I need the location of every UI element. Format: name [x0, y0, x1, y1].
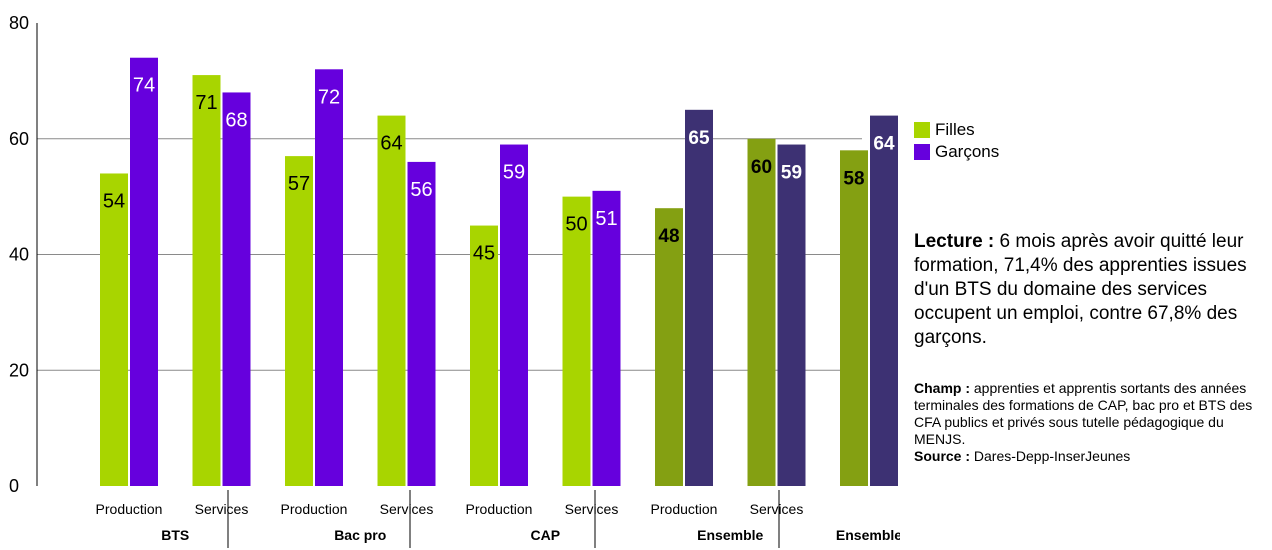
legend-item-filles: Filles — [914, 120, 999, 140]
bar-filles-7 — [747, 138, 776, 486]
bar-label-filles-7: 60 — [751, 157, 772, 178]
group-label-4: Ensemble — [836, 527, 900, 543]
bar-chart: 0 20 40 60 80 54 74 Production 71 68 Services 57 72 P… — [9, 13, 900, 548]
x-tick-label-1: Services — [195, 501, 249, 517]
bar-garcons-0 — [130, 57, 158, 486]
x-tick-label-0: Production — [96, 501, 163, 517]
bar-filles-2 — [285, 156, 313, 487]
bar-label-garcons-3: 56 — [410, 179, 432, 201]
x-tick-label-6: Production — [651, 501, 718, 517]
legend-label-filles: Filles — [935, 120, 975, 139]
bar-label-garcons-6: 65 — [688, 128, 710, 149]
bar-label-filles-8: 58 — [843, 168, 864, 189]
bar-garcons-4 — [500, 144, 528, 486]
champ-note: Champ : apprenties et apprentis sortants… — [914, 380, 1269, 448]
source-text: Dares-Depp-InserJeunes — [970, 448, 1131, 464]
bar-filles-8 — [840, 150, 868, 486]
champ-text: apprenties et apprentis sortants des ann… — [914, 380, 1253, 447]
bar-garcons-2 — [315, 69, 343, 487]
reading-label: Lecture : — [914, 231, 995, 252]
legend-item-garcons: Garçons — [914, 142, 999, 162]
champ-label: Champ : — [914, 380, 970, 396]
reading-note: Lecture : 6 mois après avoir quitté leur… — [914, 230, 1269, 350]
x-tick-label-2: Production — [281, 501, 348, 517]
x-tick-label-4: Production — [466, 501, 533, 517]
bar-garcons-5 — [592, 190, 621, 486]
y-tick-label-40: 40 — [9, 245, 29, 265]
x-tick-label-3: Services — [380, 501, 434, 517]
bar-label-filles-3: 64 — [380, 133, 402, 155]
bar-garcons-1 — [222, 92, 251, 486]
legend: Filles Garçons — [914, 120, 999, 164]
bar-filles-4 — [470, 225, 498, 486]
x-tick-label-7: Services — [750, 501, 804, 517]
group-label-1: Bac pro — [334, 527, 386, 543]
bar-label-filles-0: 54 — [103, 190, 125, 212]
bar-label-filles-6: 48 — [658, 226, 679, 247]
bar-label-garcons-4: 59 — [503, 162, 525, 184]
bar-label-garcons-5: 51 — [595, 208, 617, 230]
bar-garcons-3 — [407, 161, 436, 486]
source-note: Source : Dares-Depp-InserJeunes — [914, 448, 1269, 465]
bar-label-filles-4: 45 — [473, 243, 495, 265]
bar-label-garcons-2: 72 — [318, 86, 340, 108]
bar-filles-1 — [192, 75, 221, 487]
bar-filles-3 — [377, 115, 406, 486]
x-tick-label-5: Services — [565, 501, 619, 517]
legend-swatch-filles — [914, 122, 930, 138]
group-label-2: CAP — [530, 527, 560, 543]
y-tick-label-0: 0 — [9, 476, 19, 496]
bar-label-garcons-0: 74 — [133, 75, 155, 97]
group-label-0: BTS — [161, 527, 189, 543]
bar-filles-5 — [562, 196, 591, 486]
bar-label-filles-2: 57 — [288, 173, 310, 195]
bar-garcons-7 — [777, 144, 806, 486]
legend-label-garcons: Garçons — [935, 142, 1000, 161]
reading-text: 6 mois après avoir quitté leur formation… — [914, 231, 1247, 348]
source-label: Source : — [914, 448, 971, 464]
bar-label-filles-5: 50 — [565, 214, 587, 236]
bar-garcons-6 — [685, 109, 713, 486]
legend-swatch-garcons — [914, 144, 930, 160]
y-tick-label-60: 60 — [9, 129, 29, 149]
bar-label-garcons-1: 68 — [225, 109, 247, 131]
y-tick-label-80: 80 — [9, 13, 29, 33]
group-label-3: Ensemble — [697, 527, 763, 543]
field-source-note: Champ : apprenties et apprentis sortants… — [914, 380, 1269, 465]
bar-label-garcons-7: 59 — [781, 163, 802, 184]
bar-label-filles-1: 71 — [195, 92, 217, 114]
y-tick-label-20: 20 — [9, 360, 29, 380]
bar-filles-6 — [655, 208, 683, 486]
bar-garcons-8 — [870, 115, 898, 486]
bar-filles-0 — [100, 173, 128, 486]
bar-label-garcons-8: 64 — [873, 134, 895, 155]
